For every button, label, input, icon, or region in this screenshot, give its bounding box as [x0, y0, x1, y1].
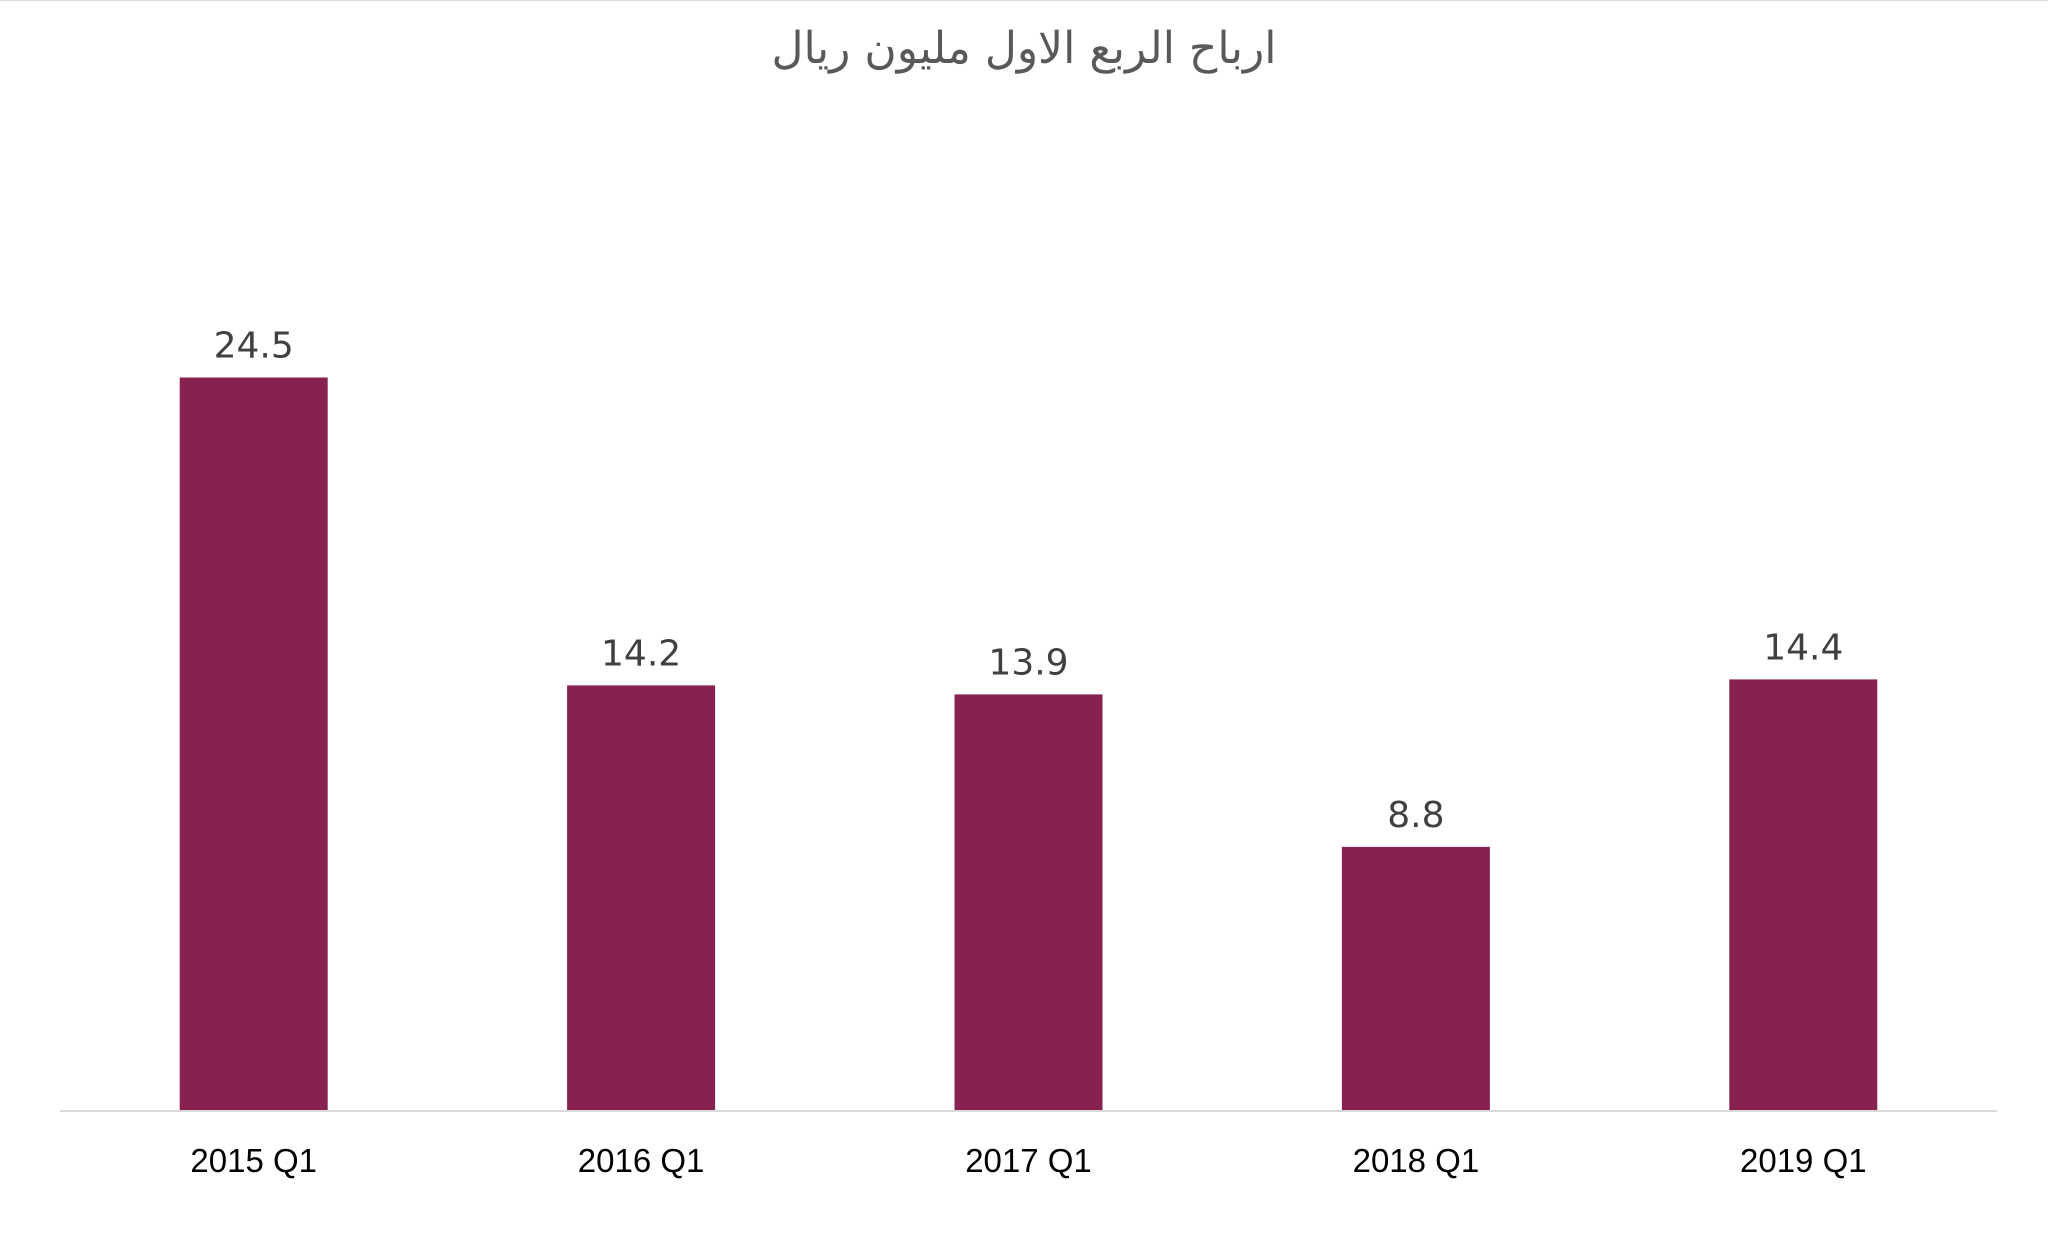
x-tick-label-2017-q1: 2017 Q1	[965, 1142, 1092, 1179]
data-label-2017-q1: 13.9	[988, 642, 1068, 683]
bar-2016-q1	[567, 685, 716, 1110]
x-tick-label-2016-q1: 2016 Q1	[578, 1142, 705, 1179]
x-axis-ticks-layer: 2015 Q1 2016 Q1 2017 Q1 2018 Q1 2019 Q1	[190, 1142, 1866, 1179]
chart-title: ارباح الربع الاول مليون ريال	[771, 23, 1277, 74]
x-tick-label-2019-q1: 2019 Q1	[1740, 1142, 1867, 1179]
data-label-2018-q1: 8.8	[1387, 795, 1444, 836]
bar-2015-q1	[179, 377, 328, 1110]
data-label-2019-q1: 14.4	[1763, 627, 1843, 668]
x-tick-label-2018-q1: 2018 Q1	[1353, 1142, 1480, 1179]
x-tick-label-2015-q1: 2015 Q1	[190, 1142, 317, 1179]
bar-2018-q1	[1341, 846, 1490, 1110]
data-label-2016-q1: 14.2	[601, 633, 681, 674]
bars-layer	[179, 377, 1878, 1110]
data-label-2015-q1: 24.5	[214, 326, 294, 367]
bar-2019-q1	[1729, 679, 1878, 1110]
bar-2017-q1	[954, 694, 1103, 1110]
data-labels-layer: 24.5 14.2 13.9 8.8 14.4	[214, 326, 1844, 836]
